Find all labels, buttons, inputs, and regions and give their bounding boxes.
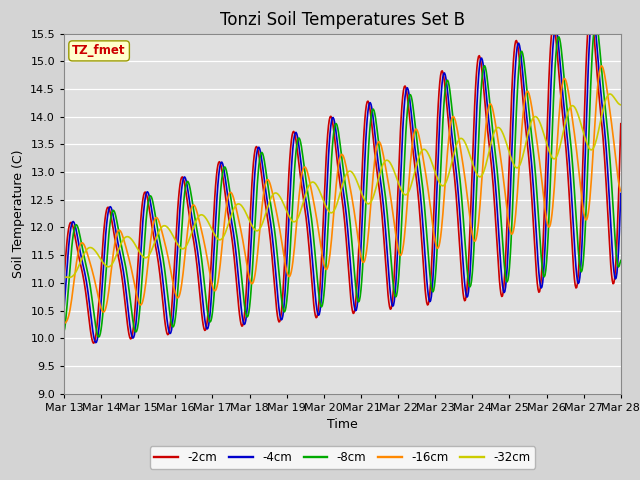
- -32cm: [60, 274, 68, 280]
- Line: -32cm: -32cm: [64, 94, 621, 277]
- -32cm: [444, 175, 451, 181]
- -16cm: [334, 168, 342, 173]
- Line: -4cm: -4cm: [64, 13, 621, 343]
- -2cm: [90, 340, 97, 346]
- -4cm: [617, 191, 625, 196]
- X-axis label: Time: Time: [327, 418, 358, 431]
- -2cm: [587, 7, 595, 13]
- -32cm: [566, 104, 574, 109]
- -16cm: [182, 241, 190, 247]
- -16cm: [443, 158, 451, 164]
- -8cm: [566, 138, 574, 144]
- -2cm: [444, 110, 451, 116]
- -32cm: [617, 102, 625, 108]
- -2cm: [617, 121, 625, 127]
- Title: Tonzi Soil Temperatures Set B: Tonzi Soil Temperatures Set B: [220, 11, 465, 29]
- Line: -8cm: -8cm: [64, 23, 621, 337]
- -8cm: [617, 258, 625, 264]
- -4cm: [60, 306, 68, 312]
- -4cm: [566, 176, 574, 182]
- -8cm: [183, 179, 191, 185]
- -32cm: [389, 165, 397, 170]
- -32cm: [606, 91, 614, 97]
- -32cm: [207, 225, 215, 230]
- -2cm: [566, 216, 574, 221]
- -4cm: [589, 11, 596, 16]
- -8cm: [207, 318, 215, 324]
- -8cm: [444, 77, 451, 83]
- Legend: -2cm, -4cm, -8cm, -16cm, -32cm: -2cm, -4cm, -8cm, -16cm, -32cm: [150, 446, 535, 469]
- -16cm: [206, 272, 214, 278]
- -2cm: [335, 169, 342, 175]
- -4cm: [444, 88, 451, 94]
- -16cm: [566, 98, 573, 104]
- -32cm: [183, 242, 191, 248]
- -16cm: [617, 188, 625, 194]
- Text: TZ_fmet: TZ_fmet: [72, 44, 126, 58]
- -8cm: [95, 334, 102, 340]
- -16cm: [388, 203, 396, 209]
- -16cm: [598, 63, 605, 69]
- -4cm: [183, 182, 191, 188]
- -2cm: [60, 276, 68, 282]
- -2cm: [389, 296, 397, 301]
- -8cm: [389, 276, 397, 282]
- -4cm: [335, 151, 342, 156]
- Y-axis label: Soil Temperature (C): Soil Temperature (C): [12, 149, 25, 278]
- -2cm: [207, 264, 215, 270]
- -32cm: [65, 275, 72, 280]
- -8cm: [335, 130, 342, 135]
- Line: -16cm: -16cm: [64, 66, 621, 324]
- -4cm: [92, 340, 100, 346]
- -8cm: [592, 20, 600, 25]
- -8cm: [60, 329, 68, 335]
- -4cm: [389, 303, 397, 309]
- Line: -2cm: -2cm: [64, 10, 621, 343]
- -16cm: [60, 321, 68, 326]
- -2cm: [183, 196, 191, 202]
- -32cm: [335, 196, 342, 202]
- -4cm: [207, 300, 215, 306]
